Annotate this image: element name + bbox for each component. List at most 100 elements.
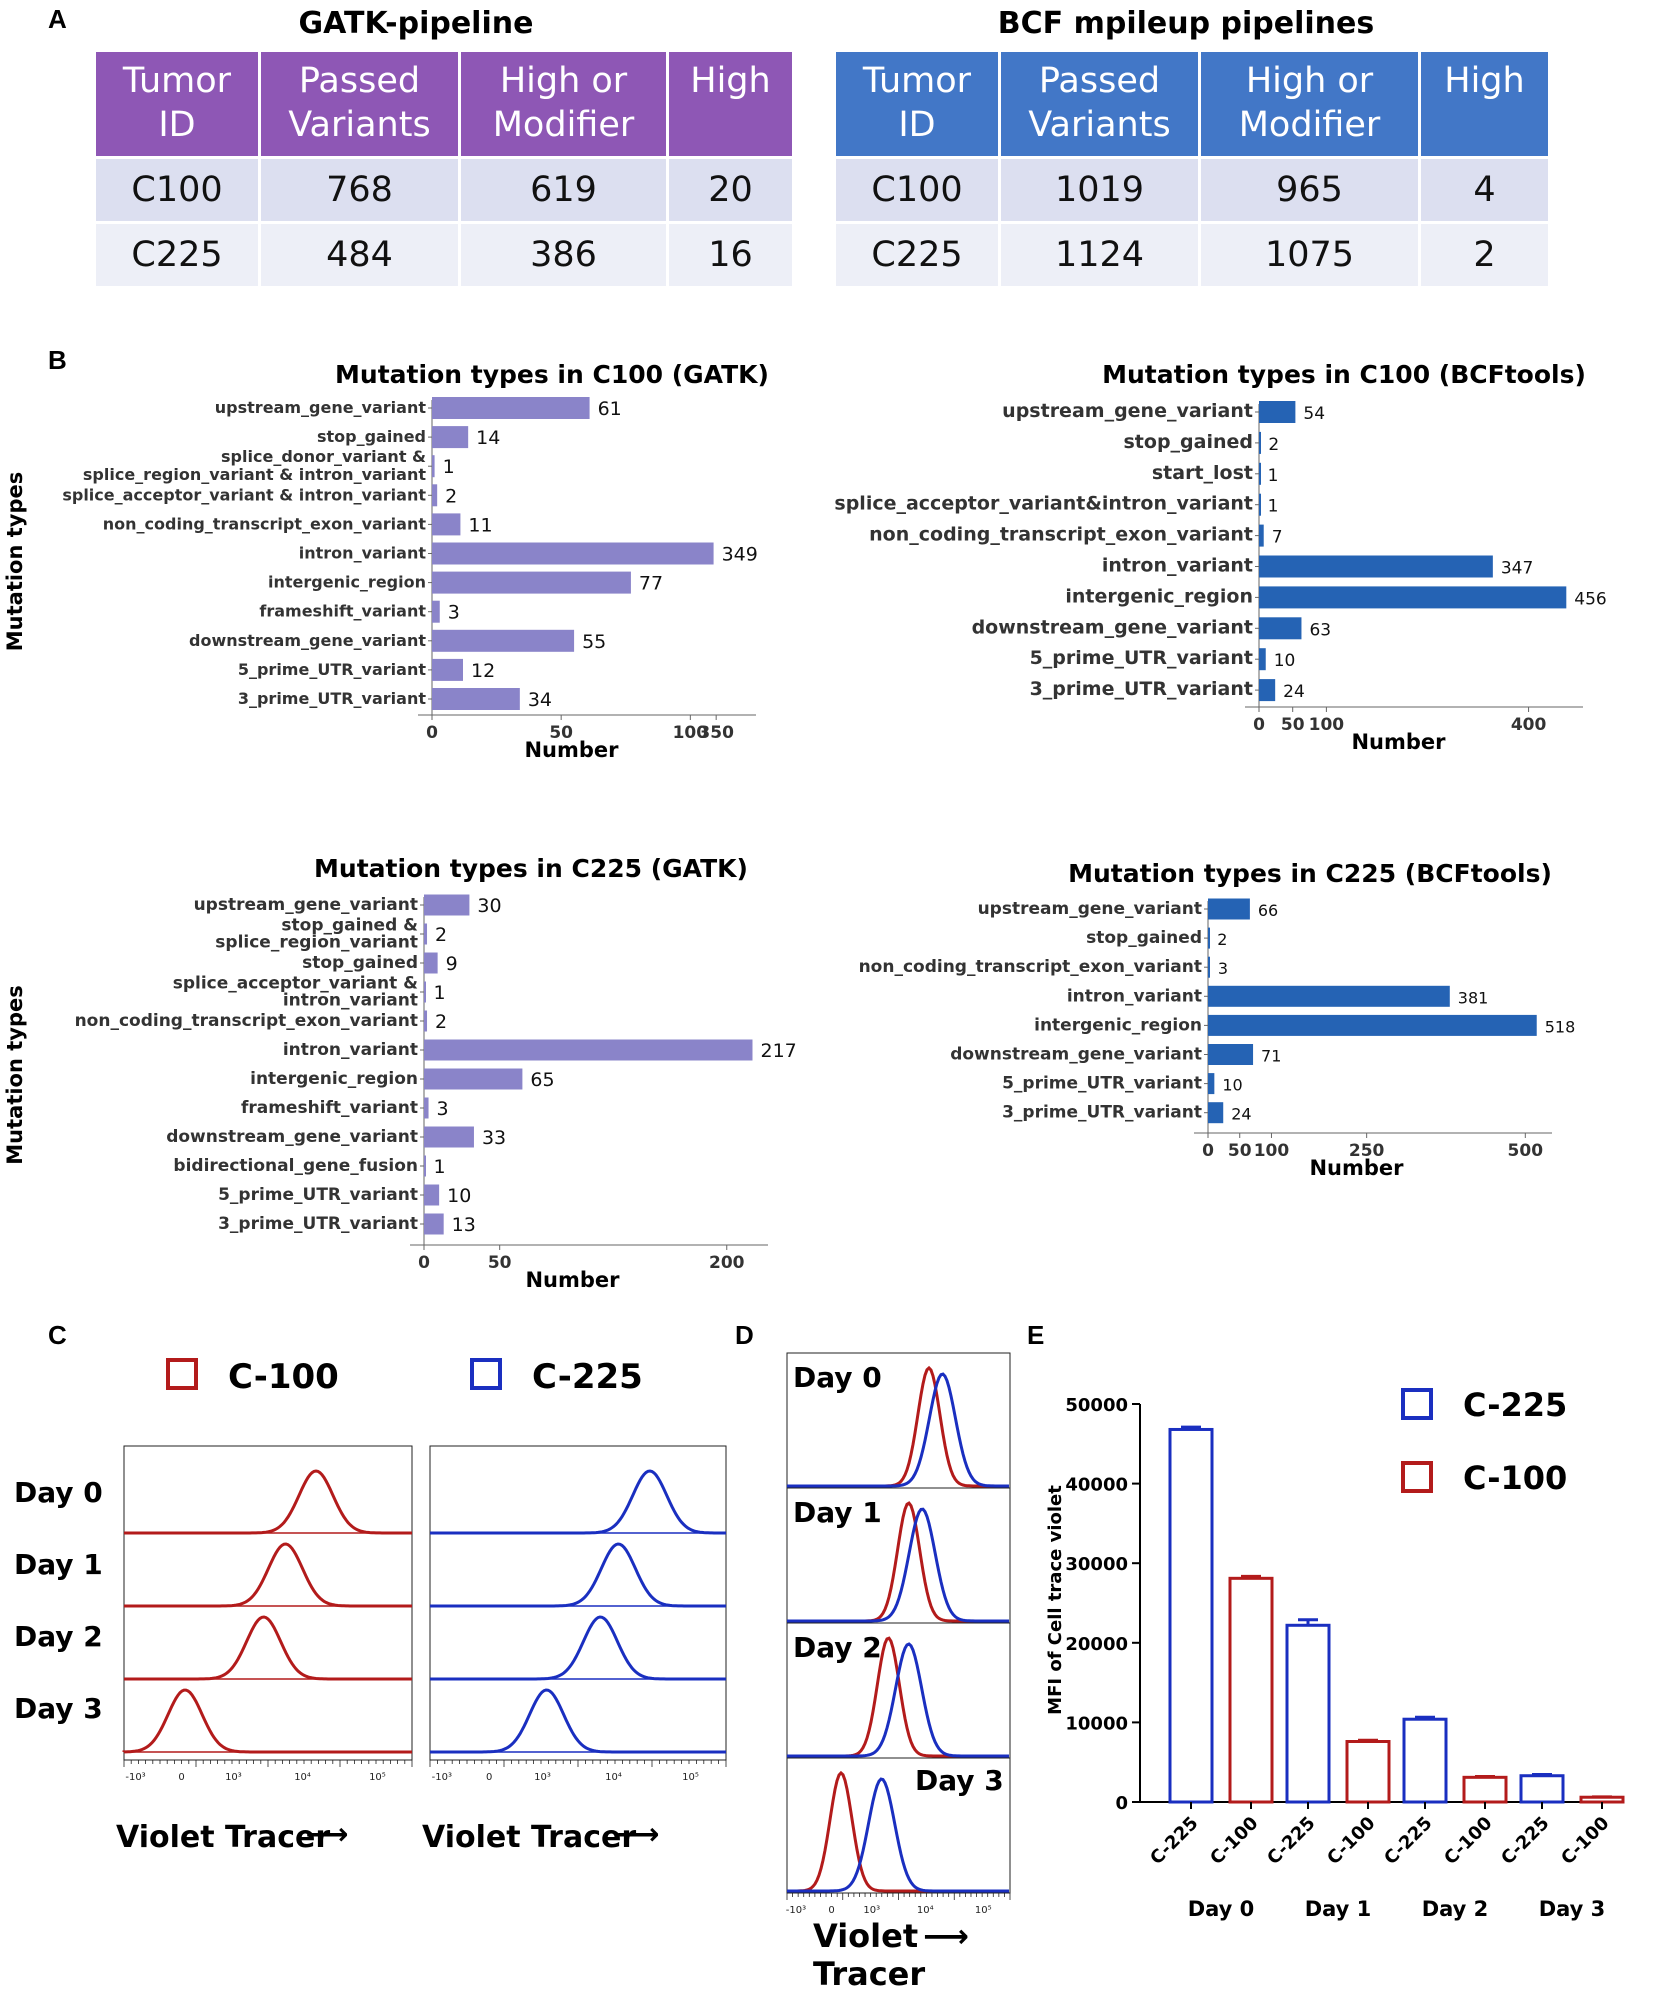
bar	[424, 1213, 444, 1235]
overlay-peak-c225	[787, 1642, 1009, 1758]
bar	[1208, 1044, 1254, 1065]
category-label: 5_prime_UTR_variant	[218, 1185, 418, 1205]
bar-value-label: 3	[1218, 959, 1228, 978]
y-axis-label: Mutation types	[3, 985, 27, 1164]
panel-label-c: C	[48, 1320, 67, 1350]
x-axis-label: Number	[525, 1268, 620, 1292]
table-cell: 2	[1421, 223, 1548, 286]
category-label: upstream_gene_variant	[978, 899, 1202, 919]
bar	[432, 426, 469, 449]
gatk-table-title: GATK-pipeline	[298, 6, 534, 41]
day-label: Day 2	[793, 1631, 882, 1664]
category-label: splice_region_variant & intron_variant	[83, 465, 426, 484]
bar	[1462, 1775, 1508, 1804]
bar	[1285, 1623, 1331, 1804]
x-tick-label: 0	[426, 723, 438, 743]
table-cell: 1124	[1001, 223, 1198, 286]
histogram-tick-label: -10³	[125, 1772, 145, 1783]
bar-value-label: 349	[722, 544, 758, 566]
header-line: High	[1444, 61, 1525, 101]
x-tick-label: 100	[1309, 715, 1345, 735]
bar	[1259, 555, 1493, 578]
bar-value-label: 2	[445, 485, 457, 507]
bar	[1259, 401, 1296, 423]
bar	[1208, 898, 1250, 920]
bar-value-label: 55	[582, 631, 606, 653]
table-row: C100 768 619 20	[96, 158, 792, 221]
bar-value-label: 33	[482, 1127, 506, 1149]
bar	[1208, 956, 1210, 978]
bar-value-label: 1	[443, 456, 455, 478]
category-label: 3_prime_UTR_variant	[238, 689, 427, 708]
day-label: Day 0	[793, 1361, 882, 1394]
table-cell: C100	[836, 158, 998, 221]
y-tick-label: 40000	[1065, 1475, 1128, 1496]
histogram-peak	[430, 1688, 726, 1754]
bar	[432, 542, 714, 565]
legend-swatch-c225	[1401, 1388, 1433, 1420]
table-cell: 768	[261, 158, 458, 221]
table-cell: 619	[461, 158, 666, 221]
day-label: Day 1	[793, 1496, 882, 1529]
bar-value-label: 10	[1222, 1076, 1242, 1095]
category-label: frameshift_variant	[241, 1098, 418, 1118]
bar	[432, 455, 435, 478]
bar-value-label: 12	[471, 660, 495, 682]
x-tick-label: C-100	[1323, 1813, 1379, 1869]
bar-value-label: 66	[1258, 901, 1278, 920]
table-header-row: Tumor ID Passed Variants High or Modifier H…	[96, 52, 792, 156]
bar	[1259, 679, 1276, 702]
table-cell: 386	[461, 223, 666, 286]
table-cell: 20	[669, 158, 792, 221]
x-tick-label: 350	[698, 723, 734, 743]
category-label: downstream_gene_variant	[972, 616, 1253, 638]
histogram-peak	[430, 1542, 726, 1608]
histogram-tick-label: 10⁵	[975, 1905, 992, 1916]
y-tick-label: 50000	[1065, 1395, 1128, 1416]
x-tick-label: C-225	[1146, 1813, 1202, 1869]
chart-title: Mutation types in C100 (BCFtools)	[1102, 360, 1586, 389]
category-label: intron_variant	[283, 991, 418, 1011]
bar	[432, 571, 631, 594]
bar	[1259, 617, 1302, 640]
y-tick-label: 0	[1115, 1793, 1128, 1814]
x-axis-label: Number	[1351, 730, 1446, 754]
category-label: non_coding_transcript_exon_variant	[859, 957, 1202, 977]
table-cell: C225	[96, 223, 258, 286]
bar	[424, 1068, 523, 1090]
category-label: start_lost	[1152, 462, 1253, 484]
day-label: Day 1	[14, 1548, 103, 1581]
histogram-tick-label: 10⁴	[605, 1772, 622, 1783]
bar	[432, 397, 590, 419]
category-label: 5_prime_UTR_variant	[238, 660, 427, 679]
category-label: intron_variant	[1067, 986, 1202, 1006]
bar-value-label: 77	[639, 573, 663, 595]
histogram-tick-label: 10⁵	[682, 1772, 699, 1783]
x-tick-label: 200	[709, 1253, 745, 1273]
bar	[1259, 462, 1261, 485]
histogram-tick-label: 10³	[534, 1772, 551, 1783]
y-tick-label: 20000	[1065, 1634, 1128, 1655]
category-label: splice_acceptor_variant & intron_variant	[62, 485, 426, 504]
category-label: bidirectional_gene_fusion	[173, 1156, 418, 1176]
histogram-x-label: Violet Tracer	[116, 1820, 330, 1855]
x-axis-label: Number	[524, 738, 619, 762]
bar-value-label: 2	[1217, 930, 1227, 949]
x-tick-label: C-100	[1557, 1813, 1613, 1869]
header-line: ID	[898, 104, 936, 145]
bar-value-label: 13	[452, 1214, 476, 1236]
histogram-tick-label: 10⁵	[369, 1772, 386, 1783]
histogram-tick-label: 0	[486, 1772, 492, 1783]
x-tick-label: 400	[1511, 715, 1547, 735]
bar	[424, 1126, 474, 1148]
x-tick-label: C-225	[1497, 1813, 1553, 1869]
histogram-tick-label: -10³	[786, 1905, 806, 1916]
overlay-peak-c225	[787, 1372, 1009, 1488]
header-line: Variants	[288, 104, 431, 145]
bar	[424, 952, 438, 974]
header-passed-variants: Passed Variants	[1001, 52, 1198, 156]
bar	[424, 894, 470, 916]
bar	[1168, 1427, 1214, 1804]
bar-value-label: 2	[435, 1011, 447, 1033]
category-label: intron_variant	[283, 1040, 418, 1060]
